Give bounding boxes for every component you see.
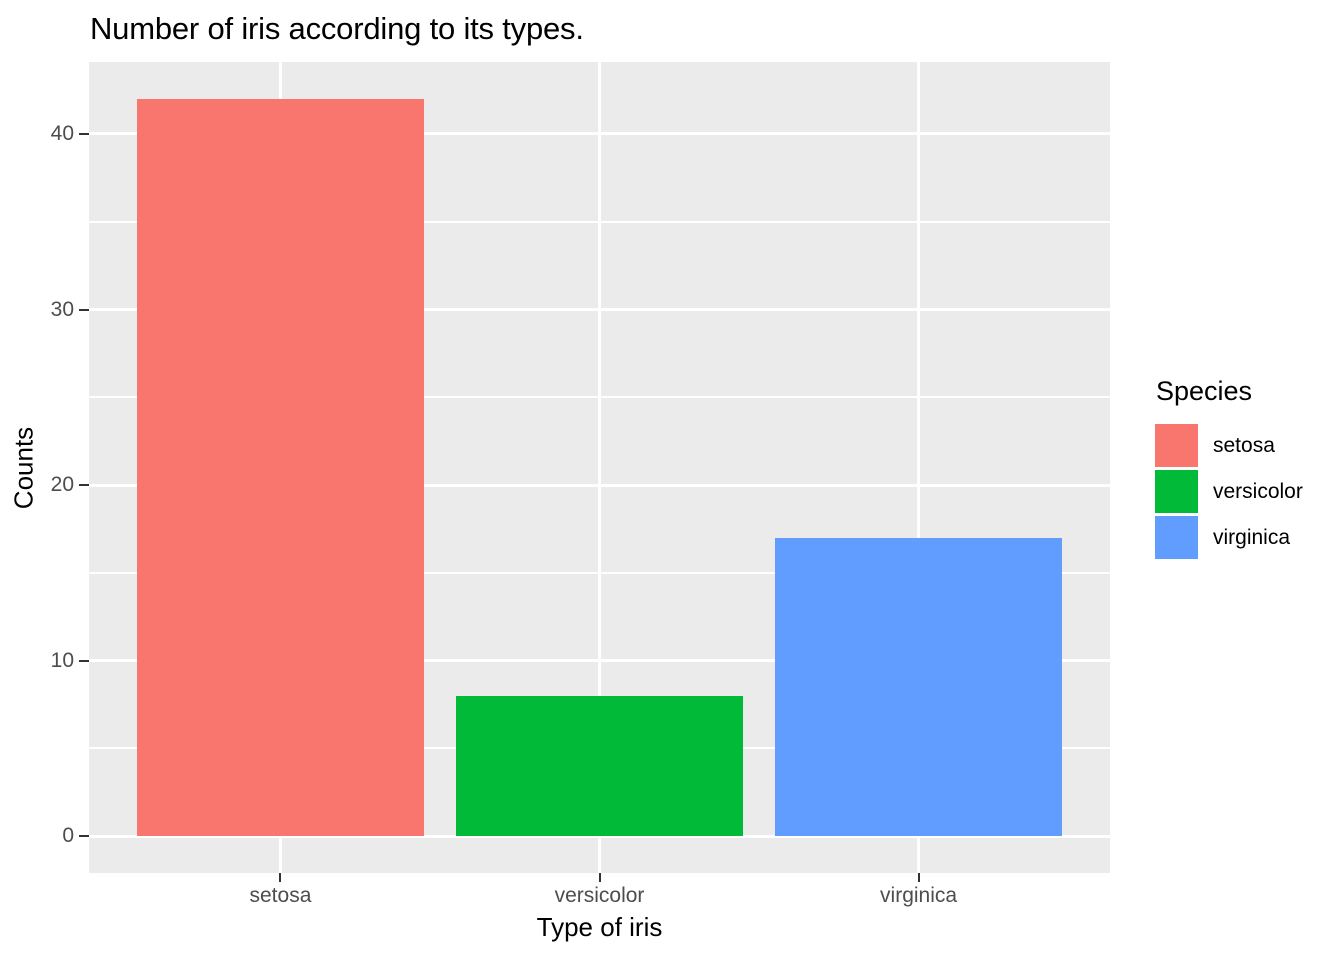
gridline-major-x <box>598 62 601 873</box>
legend-title: Species <box>1156 376 1253 406</box>
bar-virginica <box>774 537 1063 837</box>
legend-item-setosa: setosa <box>1155 424 1303 467</box>
bar-setosa <box>136 98 425 837</box>
legend-item-virginica: virginica <box>1155 516 1303 559</box>
x-tick-mark <box>917 873 920 882</box>
y-tick-mark <box>79 308 89 311</box>
y-tick-label: 40 <box>50 121 74 145</box>
legend-label: versicolor <box>1213 479 1303 503</box>
x-axis-title: Type of iris <box>536 912 663 942</box>
bar-versicolor <box>455 695 744 837</box>
gridline-major-x <box>917 62 921 873</box>
y-tick-label: 20 <box>50 473 74 497</box>
legend-item-versicolor: versicolor <box>1155 470 1303 513</box>
legend-label: setosa <box>1213 433 1275 457</box>
plot-panel <box>89 62 1110 873</box>
y-tick-mark <box>79 835 89 838</box>
chart-title: Number of iris according to its types. <box>90 11 584 46</box>
legend-items: setosa versicolor virginica <box>1155 424 1303 559</box>
y-tick-mark <box>79 484 89 487</box>
x-tick-label: virginica <box>880 884 958 907</box>
x-tick-mark <box>279 873 282 882</box>
legend-key-swatch <box>1155 424 1198 467</box>
y-tick-mark <box>79 132 89 135</box>
legend: Species setosa versicolor virginica <box>1155 376 1303 562</box>
x-tick-label: versicolor <box>554 884 645 907</box>
y-axis-title: Counts <box>8 426 39 510</box>
x-tick-label: setosa <box>249 884 312 907</box>
y-tick-label: 10 <box>50 648 74 672</box>
x-tick-mark <box>598 873 601 882</box>
y-tick-mark <box>79 659 89 662</box>
legend-key-swatch <box>1155 516 1198 559</box>
y-tick-label: 0 <box>62 824 74 848</box>
legend-label: virginica <box>1213 525 1291 549</box>
y-tick-label: 30 <box>50 297 74 321</box>
legend-key-swatch <box>1155 470 1198 513</box>
